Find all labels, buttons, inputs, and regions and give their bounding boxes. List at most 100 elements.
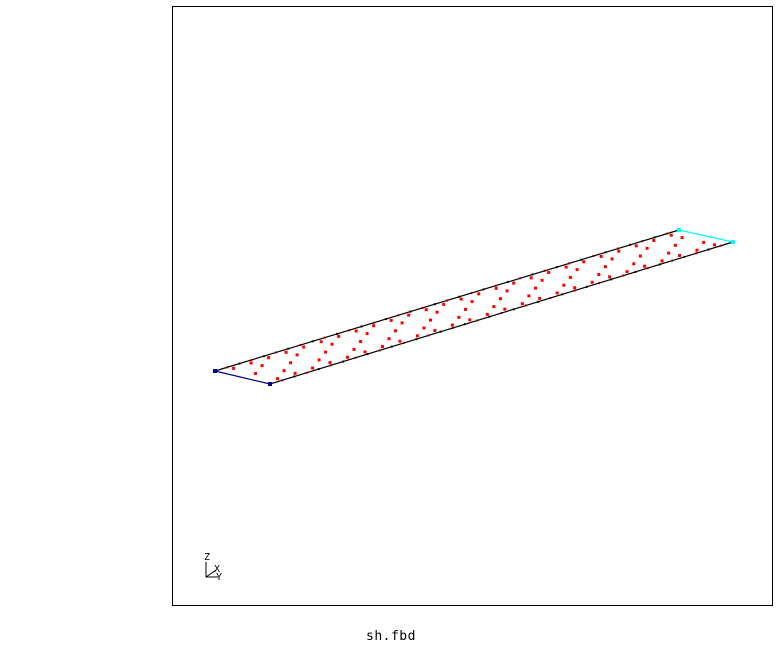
mesh-point bbox=[538, 296, 542, 300]
mesh-point bbox=[494, 286, 498, 290]
mesh-point bbox=[680, 236, 684, 240]
edge-node bbox=[500, 312, 503, 314]
edge-node bbox=[573, 289, 576, 292]
plate-edge-left bbox=[214, 370, 271, 385]
mesh-point bbox=[354, 329, 358, 333]
mesh-point bbox=[603, 265, 607, 269]
mesh-point bbox=[678, 254, 681, 257]
mesh-point bbox=[400, 321, 404, 325]
edge-node bbox=[342, 360, 345, 363]
edge-node bbox=[476, 319, 479, 322]
edge-node bbox=[482, 288, 485, 291]
triad-x-label: X bbox=[214, 564, 220, 575]
edge-node bbox=[616, 247, 619, 250]
mesh-point bbox=[597, 273, 601, 276]
edge-node bbox=[555, 266, 558, 269]
triad-z-label: Z bbox=[204, 552, 210, 563]
mesh-point bbox=[468, 318, 472, 322]
mesh-point bbox=[363, 350, 367, 354]
mesh-point bbox=[625, 270, 629, 274]
mesh-point bbox=[713, 243, 716, 247]
edge-node bbox=[275, 351, 278, 354]
mesh-point bbox=[317, 358, 321, 362]
edge-node bbox=[299, 344, 302, 346]
mesh-point bbox=[667, 251, 671, 255]
mesh-point bbox=[267, 356, 271, 360]
mesh-point bbox=[330, 342, 334, 346]
mesh-point bbox=[582, 260, 586, 264]
mesh-point bbox=[492, 305, 496, 309]
edge-node bbox=[507, 280, 510, 283]
filename-label: sh.fbd bbox=[366, 629, 416, 644]
edge-node bbox=[287, 347, 290, 350]
mesh-point bbox=[398, 339, 402, 343]
mesh-point bbox=[293, 371, 297, 375]
mesh-point bbox=[555, 291, 559, 295]
edge-node bbox=[470, 292, 473, 295]
edge-node bbox=[537, 300, 540, 303]
edge-node bbox=[360, 325, 363, 328]
edge-node bbox=[354, 356, 357, 359]
edge-node bbox=[524, 304, 527, 307]
mesh-point bbox=[529, 276, 533, 280]
plate-edge-right bbox=[678, 229, 734, 243]
mesh-point bbox=[459, 297, 463, 301]
mesh-point bbox=[365, 332, 369, 336]
mesh-point bbox=[638, 254, 642, 258]
edge-node bbox=[512, 308, 515, 311]
mesh-points bbox=[232, 233, 716, 381]
corner-nodes bbox=[213, 228, 735, 386]
edge-node bbox=[519, 277, 522, 280]
edge-node bbox=[561, 293, 564, 296]
edge-node bbox=[409, 310, 412, 313]
edge-node bbox=[336, 332, 339, 335]
edge-node bbox=[543, 269, 546, 272]
mesh-point bbox=[564, 265, 568, 269]
mesh-point bbox=[260, 364, 264, 368]
edge-node bbox=[695, 252, 698, 255]
edge-node bbox=[329, 364, 332, 367]
corner-node-d bbox=[731, 240, 735, 244]
edge-node bbox=[580, 258, 583, 261]
edge-node bbox=[646, 267, 649, 270]
axis-triad: Z X Y bbox=[204, 552, 222, 583]
mesh-point bbox=[610, 257, 614, 261]
corner-node-a bbox=[213, 369, 217, 373]
mesh-point bbox=[512, 281, 516, 285]
mesh-point bbox=[435, 310, 439, 314]
edge-node bbox=[622, 274, 625, 277]
mesh-point bbox=[643, 264, 647, 268]
edge-node bbox=[665, 232, 668, 235]
mesh-point bbox=[433, 329, 437, 332]
mesh-point bbox=[645, 246, 649, 250]
edge-node bbox=[531, 273, 534, 276]
edge-node bbox=[238, 362, 241, 365]
mesh-point bbox=[387, 337, 391, 341]
edge-node bbox=[610, 278, 613, 281]
edge-node bbox=[421, 306, 424, 309]
mesh-point bbox=[407, 313, 411, 317]
edge-node bbox=[629, 243, 632, 246]
mesh-point bbox=[573, 286, 577, 290]
graphics-viewport[interactable] bbox=[172, 6, 773, 606]
mesh-point bbox=[352, 347, 356, 351]
mesh-point bbox=[464, 307, 467, 311]
corner-node-c bbox=[677, 228, 681, 232]
edge-node bbox=[604, 251, 607, 254]
mesh-point bbox=[547, 271, 551, 274]
edge-node bbox=[262, 355, 265, 358]
mesh-point bbox=[575, 268, 579, 272]
mesh-point bbox=[499, 297, 502, 301]
edge-node bbox=[378, 349, 381, 352]
mesh-point bbox=[415, 334, 419, 338]
mesh-point bbox=[324, 350, 328, 354]
edge-node bbox=[305, 371, 308, 374]
triad-y-label: Y bbox=[216, 572, 222, 583]
mesh-point bbox=[632, 262, 636, 266]
mesh-point bbox=[534, 286, 537, 290]
mesh-point bbox=[669, 233, 673, 237]
mesh-point bbox=[608, 275, 612, 279]
edge-node bbox=[634, 270, 637, 273]
mesh-point bbox=[527, 294, 531, 298]
edge-node bbox=[592, 255, 595, 257]
